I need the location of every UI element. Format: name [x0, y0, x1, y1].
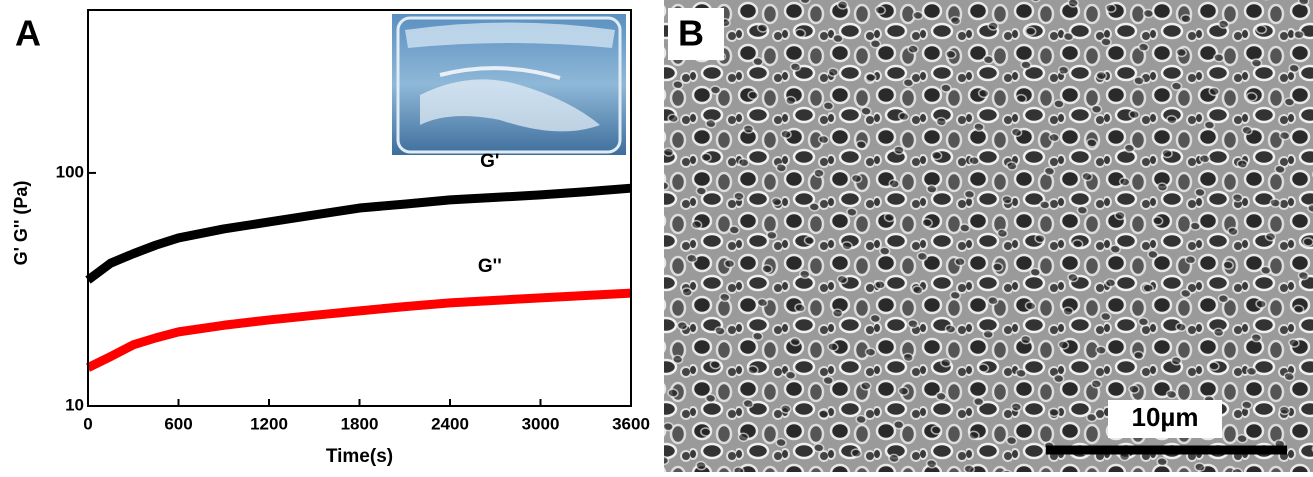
inset-photo — [392, 14, 626, 155]
scale-bar-label: 10µm — [1131, 402, 1198, 432]
x-tick-label: 1200 — [250, 414, 288, 433]
x-tick-label: 0 — [83, 414, 92, 433]
panel-label: B — [678, 13, 704, 54]
panel-label: A — [15, 13, 41, 54]
x-tick-label: 3600 — [612, 414, 650, 433]
x-axis-label: Time(s) — [326, 446, 393, 467]
sem-image — [664, 0, 1313, 472]
y-tick-label: 100 — [56, 162, 84, 181]
x-tick-label: 3000 — [522, 414, 560, 433]
y-axis-label: G' G'' (Pa) — [11, 181, 31, 266]
x-tick-label: 600 — [164, 414, 192, 433]
y-tick-label: 10 — [65, 395, 84, 414]
series-label: G'' — [478, 256, 502, 277]
series-label: G' — [480, 151, 499, 172]
series-line — [88, 188, 631, 280]
x-tick-label: 1800 — [341, 414, 379, 433]
x-tick-label: 2400 — [431, 414, 469, 433]
series-line — [88, 293, 631, 368]
figure: A B 10µm G' G'' 0 600 1200 1800 2400 3000 3600 10… — [0, 0, 1313, 472]
